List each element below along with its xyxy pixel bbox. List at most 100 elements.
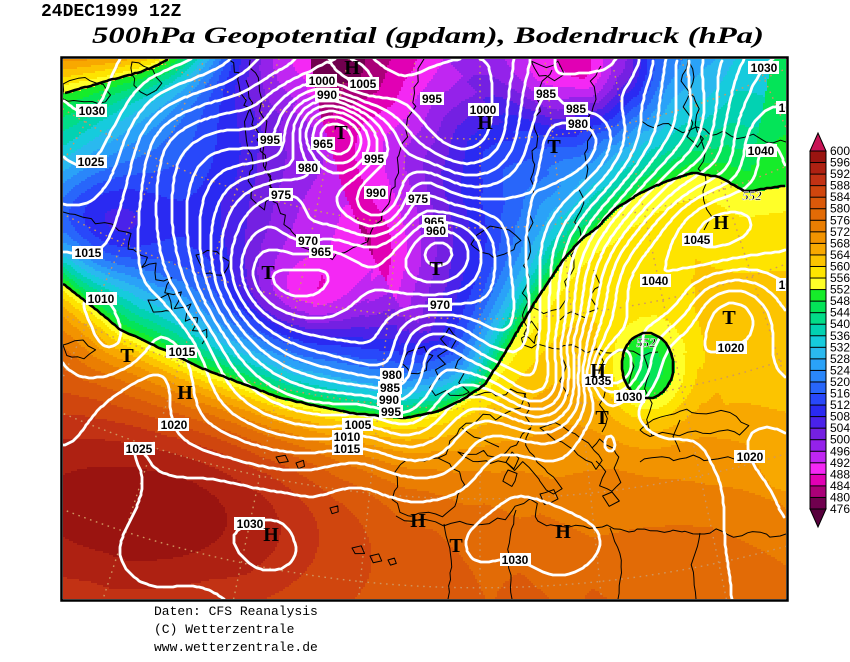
svg-text:528: 528 bbox=[830, 352, 850, 366]
svg-text:980: 980 bbox=[298, 161, 318, 175]
svg-text:1025: 1025 bbox=[78, 155, 105, 169]
svg-text:600: 600 bbox=[830, 144, 850, 158]
svg-text:508: 508 bbox=[830, 410, 850, 424]
svg-text:1025: 1025 bbox=[126, 442, 153, 456]
svg-text:504: 504 bbox=[830, 421, 850, 435]
svg-text:592: 592 bbox=[830, 167, 850, 181]
svg-text:1035: 1035 bbox=[779, 101, 806, 115]
svg-text:H: H bbox=[344, 57, 360, 79]
svg-text:24DEC1999 12Z: 24DEC1999 12Z bbox=[41, 2, 181, 22]
svg-text:1030: 1030 bbox=[502, 553, 529, 567]
svg-text:580: 580 bbox=[830, 202, 850, 216]
svg-text:990: 990 bbox=[366, 186, 386, 200]
svg-text:1030: 1030 bbox=[79, 104, 106, 118]
svg-text:552: 552 bbox=[742, 188, 762, 203]
svg-text:H: H bbox=[410, 510, 426, 532]
svg-text:516: 516 bbox=[830, 387, 850, 401]
svg-text:1040: 1040 bbox=[748, 144, 775, 158]
svg-text:980: 980 bbox=[568, 117, 588, 131]
svg-text:T: T bbox=[547, 136, 561, 158]
svg-text:1010: 1010 bbox=[334, 430, 361, 444]
svg-text:995: 995 bbox=[381, 405, 401, 419]
svg-text:496: 496 bbox=[830, 444, 850, 458]
svg-text:H: H bbox=[477, 112, 493, 134]
svg-text:T: T bbox=[334, 122, 348, 144]
svg-text:556: 556 bbox=[830, 271, 850, 285]
svg-text:1030: 1030 bbox=[616, 390, 643, 404]
svg-text:995: 995 bbox=[422, 92, 442, 106]
svg-text:965: 965 bbox=[311, 245, 331, 259]
svg-text:990: 990 bbox=[317, 88, 337, 102]
svg-text:544: 544 bbox=[830, 306, 850, 320]
svg-text:T: T bbox=[120, 345, 134, 367]
svg-text:T: T bbox=[429, 258, 443, 280]
svg-text:T: T bbox=[261, 262, 275, 284]
svg-text:965: 965 bbox=[313, 137, 333, 151]
svg-text:1030: 1030 bbox=[751, 61, 778, 75]
svg-text:584: 584 bbox=[830, 190, 850, 204]
svg-text:524: 524 bbox=[830, 363, 850, 377]
svg-text:520: 520 bbox=[830, 375, 850, 389]
svg-text:500hPa Geopotential (gpdam), B: 500hPa Geopotential (gpdam), Bodendruck … bbox=[92, 24, 764, 49]
svg-text:476: 476 bbox=[830, 502, 850, 516]
svg-text:512: 512 bbox=[830, 398, 850, 412]
svg-text:1000: 1000 bbox=[309, 74, 336, 88]
svg-text:H: H bbox=[713, 212, 729, 234]
svg-text:564: 564 bbox=[830, 248, 850, 262]
svg-text:995: 995 bbox=[260, 133, 280, 147]
svg-text:588: 588 bbox=[830, 179, 850, 193]
svg-text:H: H bbox=[590, 360, 606, 382]
svg-text:1020: 1020 bbox=[161, 418, 188, 432]
svg-text:1040: 1040 bbox=[642, 274, 669, 288]
svg-text:540: 540 bbox=[830, 317, 850, 331]
svg-text:1035: 1035 bbox=[779, 278, 806, 292]
svg-text:960: 960 bbox=[426, 224, 446, 238]
svg-text:552: 552 bbox=[636, 335, 656, 350]
svg-text:985: 985 bbox=[566, 102, 586, 116]
svg-text:T: T bbox=[449, 535, 463, 557]
svg-text:(C) Wetterzentrale: (C) Wetterzentrale bbox=[154, 622, 294, 637]
svg-text:1020: 1020 bbox=[718, 341, 745, 355]
svg-text:536: 536 bbox=[830, 329, 850, 343]
svg-text:552: 552 bbox=[830, 283, 850, 297]
svg-text:www.wetterzentrale.de: www.wetterzentrale.de bbox=[154, 640, 318, 655]
svg-text:1015: 1015 bbox=[75, 246, 102, 260]
svg-text:488: 488 bbox=[830, 467, 850, 481]
svg-text:985: 985 bbox=[536, 87, 556, 101]
svg-text:970: 970 bbox=[298, 234, 318, 248]
svg-text:970: 970 bbox=[430, 298, 450, 312]
svg-text:480: 480 bbox=[830, 490, 850, 504]
svg-text:H: H bbox=[555, 521, 571, 543]
svg-text:1015: 1015 bbox=[169, 345, 196, 359]
svg-text:1020: 1020 bbox=[737, 450, 764, 464]
svg-text:Daten: CFS Reanalysis: Daten: CFS Reanalysis bbox=[154, 604, 318, 619]
svg-text:T: T bbox=[595, 407, 609, 429]
svg-text:T: T bbox=[722, 307, 736, 329]
svg-text:596: 596 bbox=[830, 156, 850, 170]
svg-text:980: 980 bbox=[382, 368, 402, 382]
svg-text:1035: 1035 bbox=[585, 374, 612, 388]
svg-text:492: 492 bbox=[830, 456, 850, 470]
svg-text:500: 500 bbox=[830, 433, 850, 447]
svg-text:484: 484 bbox=[830, 479, 850, 493]
svg-text:1030: 1030 bbox=[237, 517, 264, 531]
svg-text:572: 572 bbox=[830, 225, 850, 239]
svg-text:1045: 1045 bbox=[684, 233, 711, 247]
svg-text:560: 560 bbox=[830, 259, 850, 273]
svg-text:1005: 1005 bbox=[350, 77, 377, 91]
svg-text:H: H bbox=[263, 524, 279, 546]
svg-text:548: 548 bbox=[830, 294, 850, 308]
svg-text:576: 576 bbox=[830, 213, 850, 227]
svg-text:975: 975 bbox=[271, 188, 291, 202]
svg-text:1000: 1000 bbox=[470, 103, 497, 117]
svg-text:1005: 1005 bbox=[345, 418, 372, 432]
svg-text:1015: 1015 bbox=[334, 442, 361, 456]
svg-text:1010: 1010 bbox=[88, 292, 115, 306]
svg-text:975: 975 bbox=[408, 192, 428, 206]
svg-text:568: 568 bbox=[830, 236, 850, 250]
svg-text:532: 532 bbox=[830, 340, 850, 354]
svg-text:985: 985 bbox=[380, 381, 400, 395]
svg-text:H: H bbox=[177, 382, 193, 404]
svg-text:990: 990 bbox=[379, 393, 399, 407]
svg-text:995: 995 bbox=[364, 152, 384, 166]
